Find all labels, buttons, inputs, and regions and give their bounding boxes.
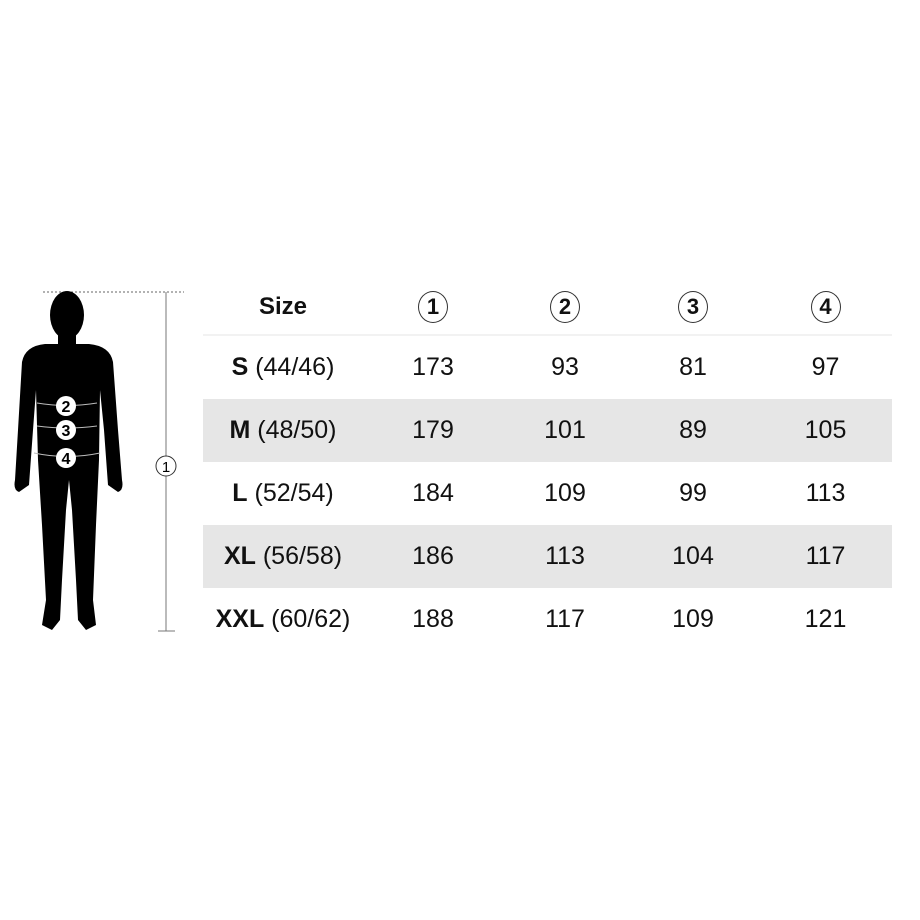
value-cell: 97 [811, 353, 840, 381]
table-row: XXL (60/62) 188 117 109 121 [203, 588, 892, 651]
value-cell: 113 [805, 479, 846, 507]
height-marker-1: 1 [155, 455, 177, 477]
marker-4: 4 [56, 448, 76, 468]
table-row: XL (56/58) 186 113 104 117 [203, 525, 892, 588]
value-cell: 105 [804, 416, 847, 444]
value-cell: 89 [679, 416, 707, 444]
size-cell: XL (56/58) [223, 542, 343, 570]
size-cell: S (44/46) [231, 353, 335, 381]
svg-text:2: 2 [62, 399, 71, 416]
svg-text:1: 1 [162, 459, 170, 476]
value-cell: 186 [412, 542, 454, 570]
marker-2: 2 [56, 396, 76, 416]
value-cell: 101 [544, 416, 586, 444]
value-cell: 93 [551, 353, 579, 381]
value-cell: 99 [679, 479, 707, 507]
value-cell: 104 [672, 542, 714, 570]
value-cell: 179 [412, 416, 454, 444]
table-row: S (44/46) 173 93 81 97 [203, 336, 892, 399]
value-cell: 109 [544, 479, 586, 507]
column-header-2: 2 [550, 291, 580, 323]
size-cell: XXL (60/62) [215, 605, 351, 633]
svg-text:4: 4 [62, 451, 71, 468]
value-cell: 184 [412, 479, 454, 507]
value-cell: 173 [412, 353, 454, 381]
value-cell: 109 [672, 605, 714, 633]
value-cell: 121 [804, 605, 847, 633]
value-cell: 117 [805, 542, 846, 570]
table-header-row: Size 1 2 3 4 [203, 280, 892, 336]
size-cell: M (48/50) [229, 416, 337, 444]
value-cell: 117 [545, 605, 585, 633]
value-cell: 113 [545, 542, 585, 570]
body-measurement-figure: 2 3 4 1 [14, 291, 184, 632]
marker-3: 3 [56, 420, 76, 440]
value-cell: 188 [412, 605, 454, 633]
table-row: L (52/54) 184 109 99 113 [203, 462, 892, 525]
svg-text:3: 3 [62, 423, 71, 440]
size-column-header: Size [258, 293, 308, 320]
size-cell: L (52/54) [232, 479, 334, 507]
column-header-4: 4 [810, 291, 841, 323]
human-silhouette [14, 291, 123, 630]
table-row: M (48/50) 179 101 89 105 [203, 399, 892, 462]
column-header-1: 1 [418, 291, 448, 323]
size-chart-table: Size 1 2 3 4 S (44/46) 173 93 81 97 M (4… [203, 280, 892, 651]
value-cell: 81 [679, 353, 707, 381]
column-header-3: 3 [678, 291, 708, 323]
